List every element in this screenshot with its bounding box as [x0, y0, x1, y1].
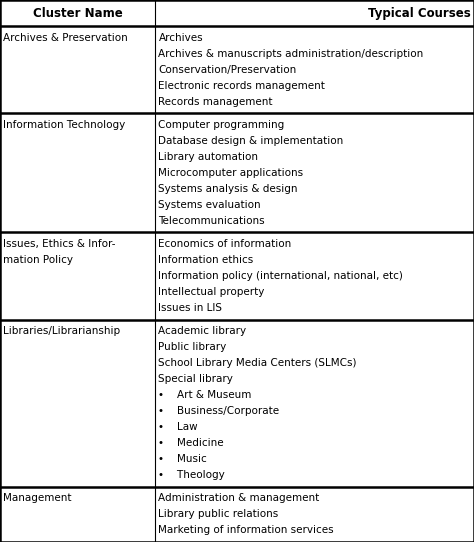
Text: Information policy (international, national, etc): Information policy (international, natio… — [158, 271, 403, 281]
Text: •    Business/Corporate: • Business/Corporate — [158, 406, 280, 416]
Text: Academic library: Academic library — [158, 326, 246, 336]
Text: Information ethics: Information ethics — [158, 255, 254, 265]
Text: Libraries/Librarianship: Libraries/Librarianship — [3, 326, 120, 336]
Text: Archives & Preservation: Archives & Preservation — [3, 33, 128, 43]
Text: Library automation: Library automation — [158, 152, 258, 162]
Text: Database design & implementation: Database design & implementation — [158, 136, 344, 146]
Text: School Library Media Centers (SLMCs): School Library Media Centers (SLMCs) — [158, 358, 357, 368]
Text: Archives: Archives — [158, 33, 203, 43]
Text: Cluster Name: Cluster Name — [33, 7, 123, 20]
Text: •    Law: • Law — [158, 422, 198, 433]
Text: Microcomputer applications: Microcomputer applications — [158, 168, 303, 178]
Text: Special library: Special library — [158, 374, 233, 384]
Text: Administration & management: Administration & management — [158, 493, 320, 504]
Text: Systems evaluation: Systems evaluation — [158, 200, 261, 210]
Text: Library public relations: Library public relations — [158, 509, 279, 519]
Text: Management: Management — [3, 493, 72, 504]
Text: Public library: Public library — [158, 342, 227, 352]
Text: Records management: Records management — [158, 96, 273, 107]
Text: •    Art & Museum: • Art & Museum — [158, 390, 252, 400]
Text: Archives & manuscripts administration/description: Archives & manuscripts administration/de… — [158, 49, 424, 59]
Text: Economics of information: Economics of information — [158, 239, 292, 249]
Text: Typical Courses: Typical Courses — [368, 7, 471, 20]
Text: •    Theology: • Theology — [158, 470, 225, 480]
Text: •    Music: • Music — [158, 454, 207, 464]
Text: Intellectual property: Intellectual property — [158, 287, 265, 297]
Text: Issues, Ethics & Infor-: Issues, Ethics & Infor- — [3, 239, 116, 249]
Text: mation Policy: mation Policy — [3, 255, 73, 265]
Text: Information Technology: Information Technology — [3, 120, 125, 130]
Text: Telecommunications: Telecommunications — [158, 216, 265, 226]
Text: Electronic records management: Electronic records management — [158, 81, 325, 91]
Text: •    Medicine: • Medicine — [158, 438, 224, 448]
Text: Issues in LIS: Issues in LIS — [158, 303, 222, 313]
Text: Systems analysis & design: Systems analysis & design — [158, 184, 298, 194]
Text: Computer programming: Computer programming — [158, 120, 285, 130]
Text: Marketing of information services: Marketing of information services — [158, 525, 334, 535]
Text: Conservation/Preservation: Conservation/Preservation — [158, 64, 297, 75]
